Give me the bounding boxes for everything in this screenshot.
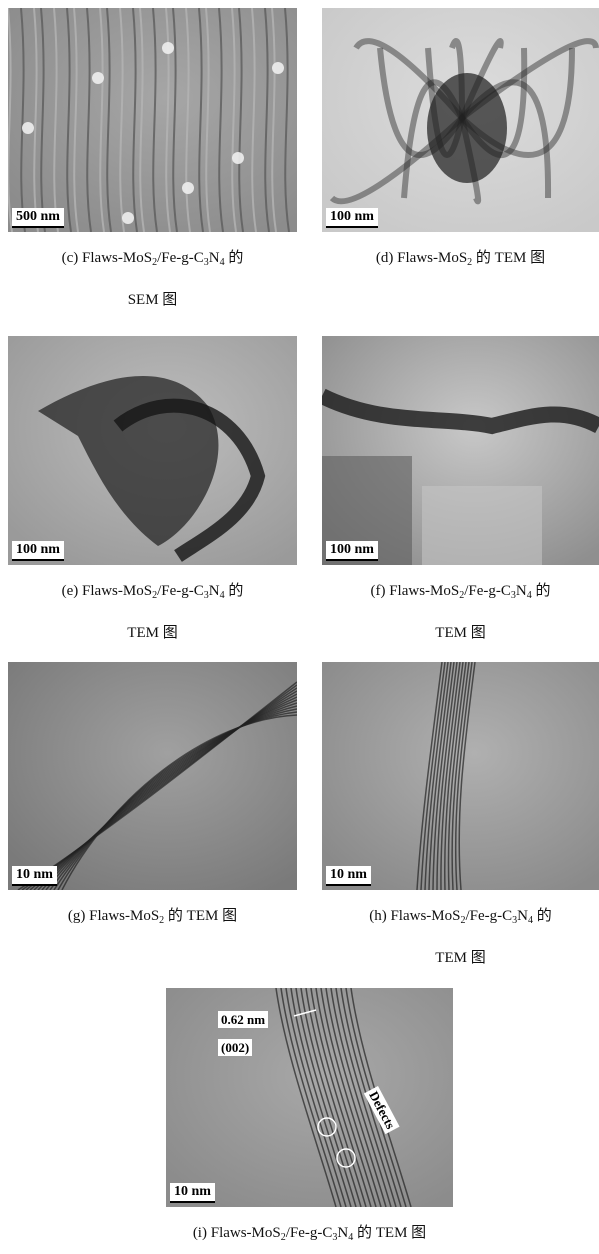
caption-text: (h) Flaws-MoS xyxy=(369,908,460,924)
caption: (e) Flaws-MoS2/Fe-g-C3N4 的 TEM 图 xyxy=(0,570,317,654)
caption-line: (e) Flaws-MoS2/Fe-g-C3N4 的 xyxy=(0,570,317,612)
lattice-spacing-label: 0.62 nm xyxy=(218,1011,268,1028)
texture xyxy=(322,662,599,890)
caption-text: (c) Flaws-MoS xyxy=(62,250,152,266)
texture xyxy=(162,42,174,54)
texture xyxy=(427,73,507,183)
caption-text: 的 TEM 图 xyxy=(164,908,237,924)
texture xyxy=(22,122,34,134)
caption-line: (c) Flaws-MoS2/Fe-g-C3N4 的 xyxy=(0,237,317,279)
caption-text: N xyxy=(209,583,220,599)
micrograph xyxy=(8,8,297,232)
micrograph xyxy=(322,662,599,890)
caption-text: /Fe-g-C xyxy=(464,583,511,599)
page: {"panels": [ {"scale": "500 nm", "captio… xyxy=(0,0,599,1250)
scale-bar-label: 10 nm xyxy=(326,866,371,886)
micrograph-panel: 100 nm xyxy=(322,8,599,232)
texture xyxy=(8,662,297,890)
caption-text: (f) Flaws-MoS xyxy=(370,583,459,599)
texture xyxy=(272,62,284,74)
micrograph xyxy=(166,988,453,1207)
caption-text: /Fe-g-C xyxy=(286,1225,333,1241)
caption-text: SEM 图 xyxy=(128,292,178,308)
caption-text: 的 TEM 图 xyxy=(353,1225,426,1241)
caption-text: 的 xyxy=(533,908,552,924)
caption: (c) Flaws-MoS2/Fe-g-C3N4 的 SEM 图 xyxy=(0,237,317,321)
caption: (f) Flaws-MoS2/Fe-g-C3N4 的 TEM 图 xyxy=(302,570,599,654)
caption-line: (f) Flaws-MoS2/Fe-g-C3N4 的 xyxy=(302,570,599,612)
scale-bar-label: 100 nm xyxy=(326,541,378,561)
caption-text: 的 xyxy=(225,583,244,599)
caption: (d) Flaws-MoS2 的 TEM 图 xyxy=(302,237,599,279)
micrograph-panel: 500 nm xyxy=(8,8,297,232)
caption-text: (i) Flaws-MoS xyxy=(193,1225,281,1241)
caption-text: TEM 图 xyxy=(435,950,485,966)
caption-line: SEM 图 xyxy=(0,279,317,321)
caption-text: (e) Flaws-MoS xyxy=(62,583,152,599)
caption-text: 的 xyxy=(225,250,244,266)
lattice-plane-label: (002) xyxy=(218,1039,252,1056)
caption-text: 的 TEM 图 xyxy=(472,250,545,266)
micrograph xyxy=(322,8,599,232)
caption: (g) Flaws-MoS2 的 TEM 图 xyxy=(0,895,317,937)
scale-bar-label: 100 nm xyxy=(326,208,378,228)
micrograph-panel: 100 nm xyxy=(8,336,297,565)
micrograph-panel: 10 nm xyxy=(8,662,297,890)
scale-bar-label: 500 nm xyxy=(12,208,64,228)
caption: (h) Flaws-MoS2/Fe-g-C3N4 的 TEM 图 xyxy=(302,895,599,979)
scale-bar-label: 10 nm xyxy=(170,1183,215,1203)
scale-bar-label: 10 nm xyxy=(12,866,57,886)
caption-text: N xyxy=(517,908,528,924)
caption-line: TEM 图 xyxy=(0,612,317,654)
caption-text: (g) Flaws-MoS xyxy=(68,908,159,924)
caption-text: 的 xyxy=(532,583,551,599)
caption-line: (g) Flaws-MoS2 的 TEM 图 xyxy=(0,895,317,937)
caption-text: /Fe-g-C xyxy=(157,250,204,266)
texture xyxy=(232,152,244,164)
micrograph-panel: 10 nm xyxy=(322,662,599,890)
caption-text: /Fe-g-C xyxy=(157,583,204,599)
caption-line: (h) Flaws-MoS2/Fe-g-C3N4 的 xyxy=(302,895,599,937)
micrograph xyxy=(322,336,599,565)
caption-text: TEM 图 xyxy=(127,625,177,641)
scale-bar-label: 100 nm xyxy=(12,541,64,561)
caption: (i) Flaws-MoS2/Fe-g-C3N4 的 TEM 图 xyxy=(146,1212,473,1254)
caption-line: TEM 图 xyxy=(302,937,599,979)
texture xyxy=(166,988,453,1207)
caption-text: /Fe-g-C xyxy=(465,908,512,924)
micrograph-panel: 10 nm0.62 nm(002)Defects xyxy=(166,988,453,1207)
texture xyxy=(182,182,194,194)
micrograph xyxy=(8,662,297,890)
micrograph-panel: 100 nm xyxy=(322,336,599,565)
micrograph xyxy=(8,336,297,565)
texture xyxy=(92,72,104,84)
caption-text: N xyxy=(516,583,527,599)
caption-line: (d) Flaws-MoS2 的 TEM 图 xyxy=(302,237,599,279)
texture xyxy=(422,486,542,565)
caption-text: (d) Flaws-MoS xyxy=(376,250,467,266)
caption-text: N xyxy=(337,1225,348,1241)
texture xyxy=(122,212,134,224)
caption-text: TEM 图 xyxy=(435,625,485,641)
caption-line: (i) Flaws-MoS2/Fe-g-C3N4 的 TEM 图 xyxy=(146,1212,473,1254)
caption-text: N xyxy=(209,250,220,266)
caption-line: TEM 图 xyxy=(302,612,599,654)
